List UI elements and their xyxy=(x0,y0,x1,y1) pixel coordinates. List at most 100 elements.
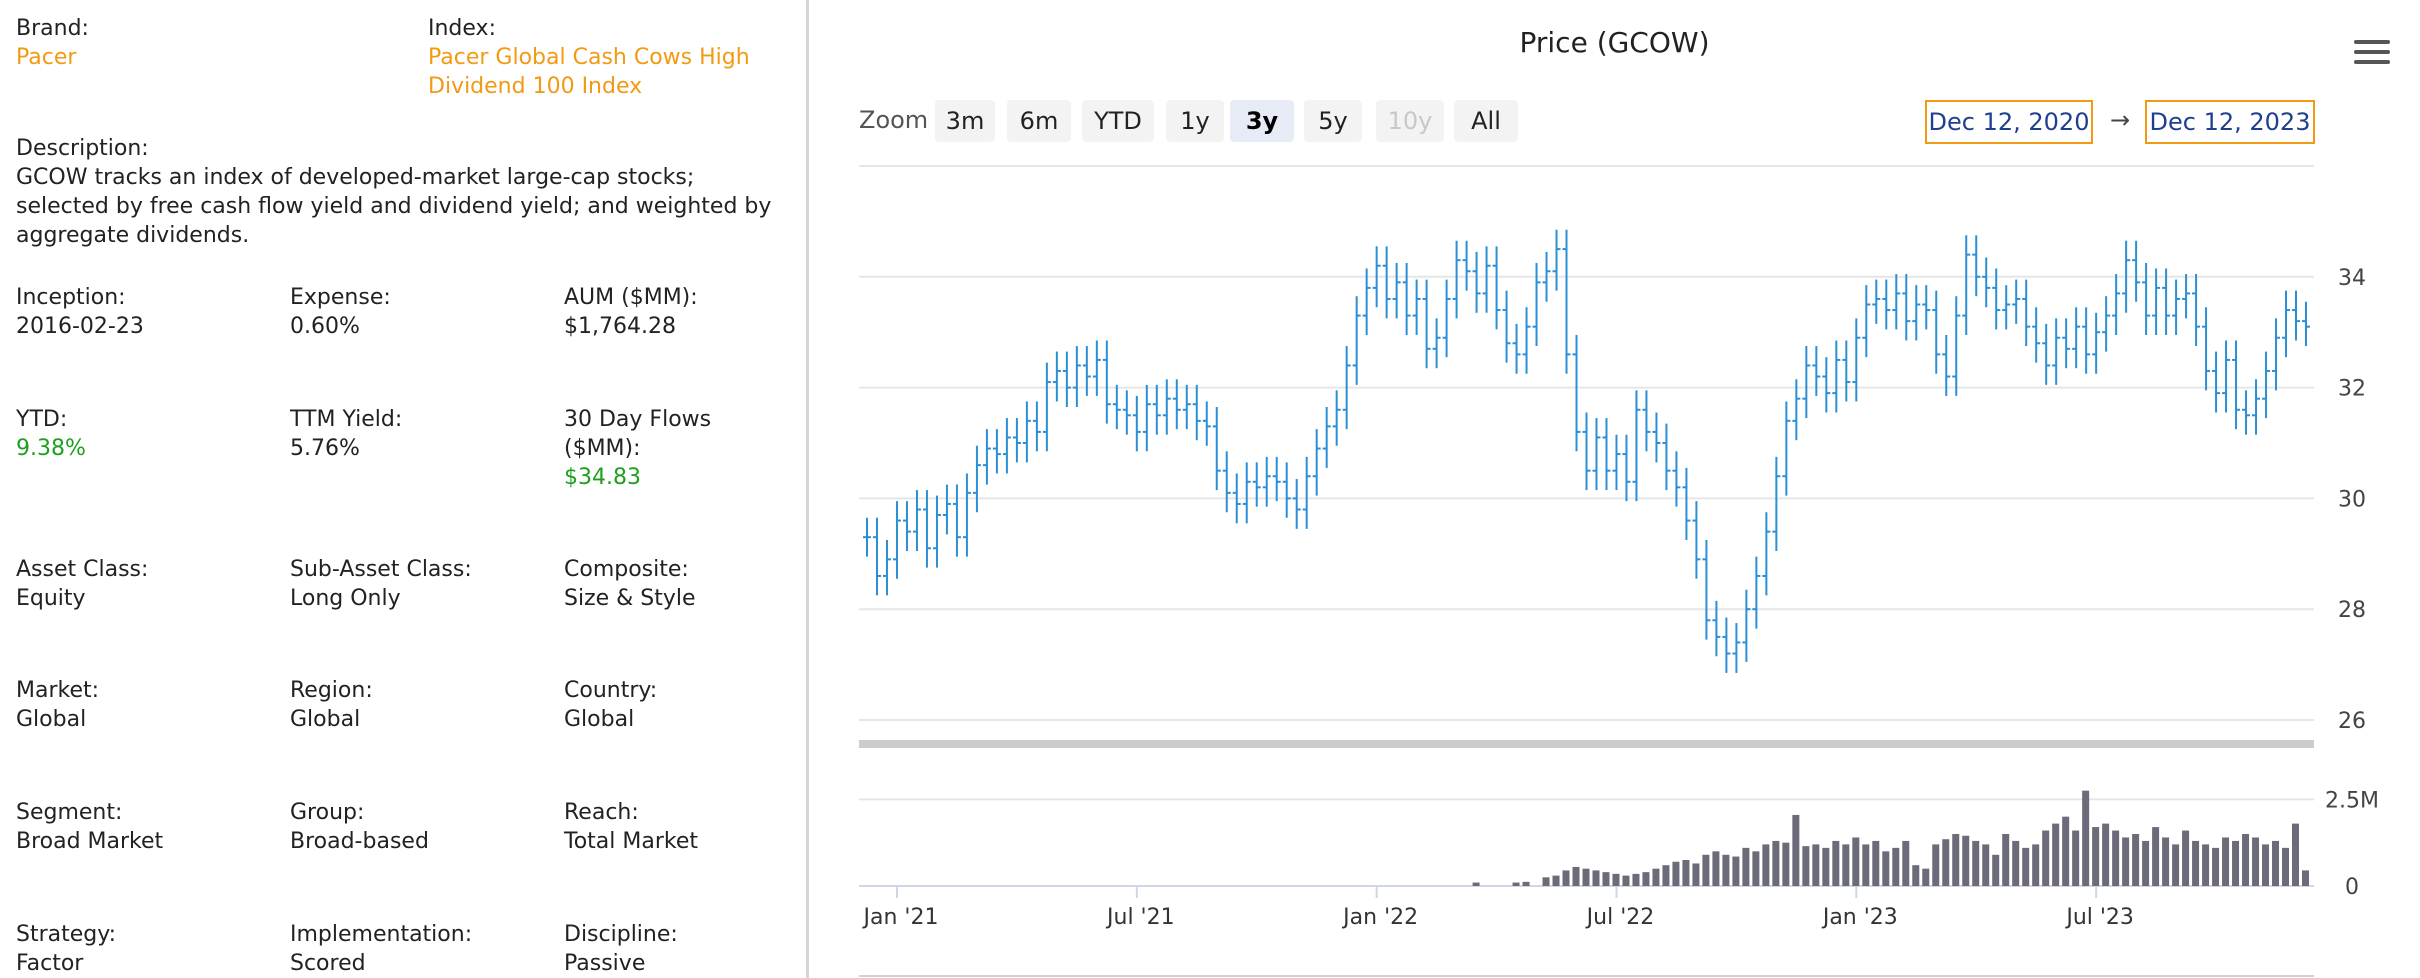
volume-bar xyxy=(1552,875,1560,886)
date-to-input[interactable]: Dec 12, 2023 xyxy=(2145,100,2315,144)
volume-bar xyxy=(1862,844,1870,886)
price-volume-chart: 26 28 30 32 34 0 2.5M Jan '21 Jul '21 Jan '22 Jul … xyxy=(859,165,2379,977)
zoom-3y-button[interactable]: 3y xyxy=(1230,100,1294,142)
description-line2: selected by free cash flow yield and div… xyxy=(16,194,772,219)
volume-bar xyxy=(1812,844,1820,886)
volume-bar xyxy=(1782,842,1790,886)
expense-value: 0.60% xyxy=(290,314,360,339)
volume-bar xyxy=(1952,834,1960,886)
volume-bar xyxy=(2072,830,2080,886)
volume-bar xyxy=(1602,872,1610,886)
region-label: Region: xyxy=(290,678,373,703)
volume-bar xyxy=(2112,830,2120,886)
index-field: Index: Pacer Global Cash Cows High Divid… xyxy=(428,14,750,101)
volume-tick-label: 0 xyxy=(2345,875,2359,900)
volume-bar xyxy=(1852,837,1860,886)
ytd-value: 9.38% xyxy=(16,436,86,461)
brand-value[interactable]: Pacer xyxy=(16,45,77,70)
discipline-field: Discipline: Passive xyxy=(564,920,678,978)
flows-field: 30 Day Flows ($MM): $34.83 xyxy=(564,405,711,492)
volume-bar xyxy=(1702,854,1710,886)
volume-bar xyxy=(2302,870,2309,886)
reach-label: Reach: xyxy=(564,800,639,825)
volume-bar xyxy=(2192,840,2200,886)
volume-bar xyxy=(1962,835,1970,886)
sub-asset-class-label: Sub-Asset Class: xyxy=(290,557,472,582)
ttm-yield-value: 5.76% xyxy=(290,436,360,461)
panel-divider xyxy=(806,0,809,978)
volume-bar xyxy=(1562,870,1570,886)
zoom-10y-button[interactable]: 10y xyxy=(1376,100,1444,142)
volume-bar xyxy=(2242,834,2250,886)
group-value: Broad-based xyxy=(290,829,429,854)
ttm-yield-label: TTM Yield: xyxy=(290,407,403,432)
zoom-all-button[interactable]: All xyxy=(1454,100,1518,142)
x-tick-label: Jul '23 xyxy=(2064,905,2134,930)
strategy-label: Strategy: xyxy=(16,922,117,947)
volume-bar xyxy=(1682,860,1690,886)
price-tick-label: 26 xyxy=(2338,709,2366,734)
index-value-line1[interactable]: Pacer Global Cash Cows High xyxy=(428,45,750,70)
volume-bar xyxy=(1722,854,1730,886)
volume-bar xyxy=(1632,873,1640,886)
asset-class-value: Equity xyxy=(16,586,86,611)
hamburger-menu-icon[interactable] xyxy=(2354,40,2390,70)
volume-bar xyxy=(1612,873,1620,886)
segment-value: Broad Market xyxy=(16,829,164,854)
inception-value: 2016-02-23 xyxy=(16,314,144,339)
volume-bar xyxy=(2262,844,2270,886)
price-tick-label: 28 xyxy=(2338,598,2366,623)
volume-bar xyxy=(1792,814,1800,886)
volume-bar xyxy=(2212,847,2220,886)
volume-bar xyxy=(2282,847,2290,886)
volume-bar xyxy=(1992,854,2000,886)
composite-value: Size & Style xyxy=(564,586,696,611)
price-tick-label: 30 xyxy=(2338,487,2366,512)
market-label: Market: xyxy=(16,678,100,703)
country-value: Global xyxy=(564,707,635,732)
volume-bar xyxy=(2052,823,2060,886)
volume-bar xyxy=(2292,823,2300,886)
zoom-3m-button[interactable]: 3m xyxy=(935,100,995,142)
strategy-field: Strategy: Factor xyxy=(16,920,116,978)
brand-label: Brand: xyxy=(16,16,89,41)
volume-bar xyxy=(2012,840,2020,886)
x-tick-label: Jan '21 xyxy=(862,905,939,930)
volume-bar xyxy=(2122,837,2130,886)
price-tick-label: 34 xyxy=(2338,266,2366,291)
volume-bar xyxy=(1582,868,1590,886)
volume-bar xyxy=(1882,851,1890,886)
zoom-5y-button[interactable]: 5y xyxy=(1304,100,1362,142)
description-line1: GCOW tracks an index of developed-market… xyxy=(16,165,695,190)
volume-bar xyxy=(1982,844,1990,886)
volume-bar xyxy=(1672,861,1680,886)
index-value-line2[interactable]: Dividend 100 Index xyxy=(428,74,643,99)
volume-bar xyxy=(2152,827,2160,886)
date-from-input[interactable]: Dec 12, 2020 xyxy=(1925,100,2093,144)
volume-bar xyxy=(1712,851,1720,886)
volume-bar xyxy=(2092,827,2100,886)
volume-bar xyxy=(1472,882,1480,886)
volume-bar xyxy=(2222,837,2230,886)
volume-bar xyxy=(1922,868,1930,886)
inception-field: Inception: 2016-02-23 xyxy=(16,283,144,341)
zoom-ytd-button[interactable]: YTD xyxy=(1082,100,1154,142)
volume-bar xyxy=(1692,863,1700,886)
date-range-arrow: → xyxy=(2110,106,2131,134)
implementation-label: Implementation: xyxy=(290,922,473,947)
volume-bar xyxy=(1802,846,1810,886)
zoom-label: Zoom xyxy=(859,106,929,134)
volume-bar xyxy=(2022,847,2030,886)
x-tick-label: Jul '22 xyxy=(1585,905,1655,930)
volume-bar xyxy=(1902,840,1910,886)
volume-bar xyxy=(2132,834,2140,886)
volume-bar xyxy=(1742,847,1750,886)
x-tick-label: Jan '23 xyxy=(1821,905,1898,930)
volume-bar xyxy=(2002,834,2010,886)
group-label: Group: xyxy=(290,800,365,825)
region-field: Region: Global xyxy=(290,676,373,734)
ytd-field: YTD: 9.38% xyxy=(16,405,86,463)
zoom-1y-button[interactable]: 1y xyxy=(1166,100,1224,142)
volume-bar xyxy=(1932,844,1940,886)
zoom-6m-button[interactable]: 6m xyxy=(1007,100,1071,142)
